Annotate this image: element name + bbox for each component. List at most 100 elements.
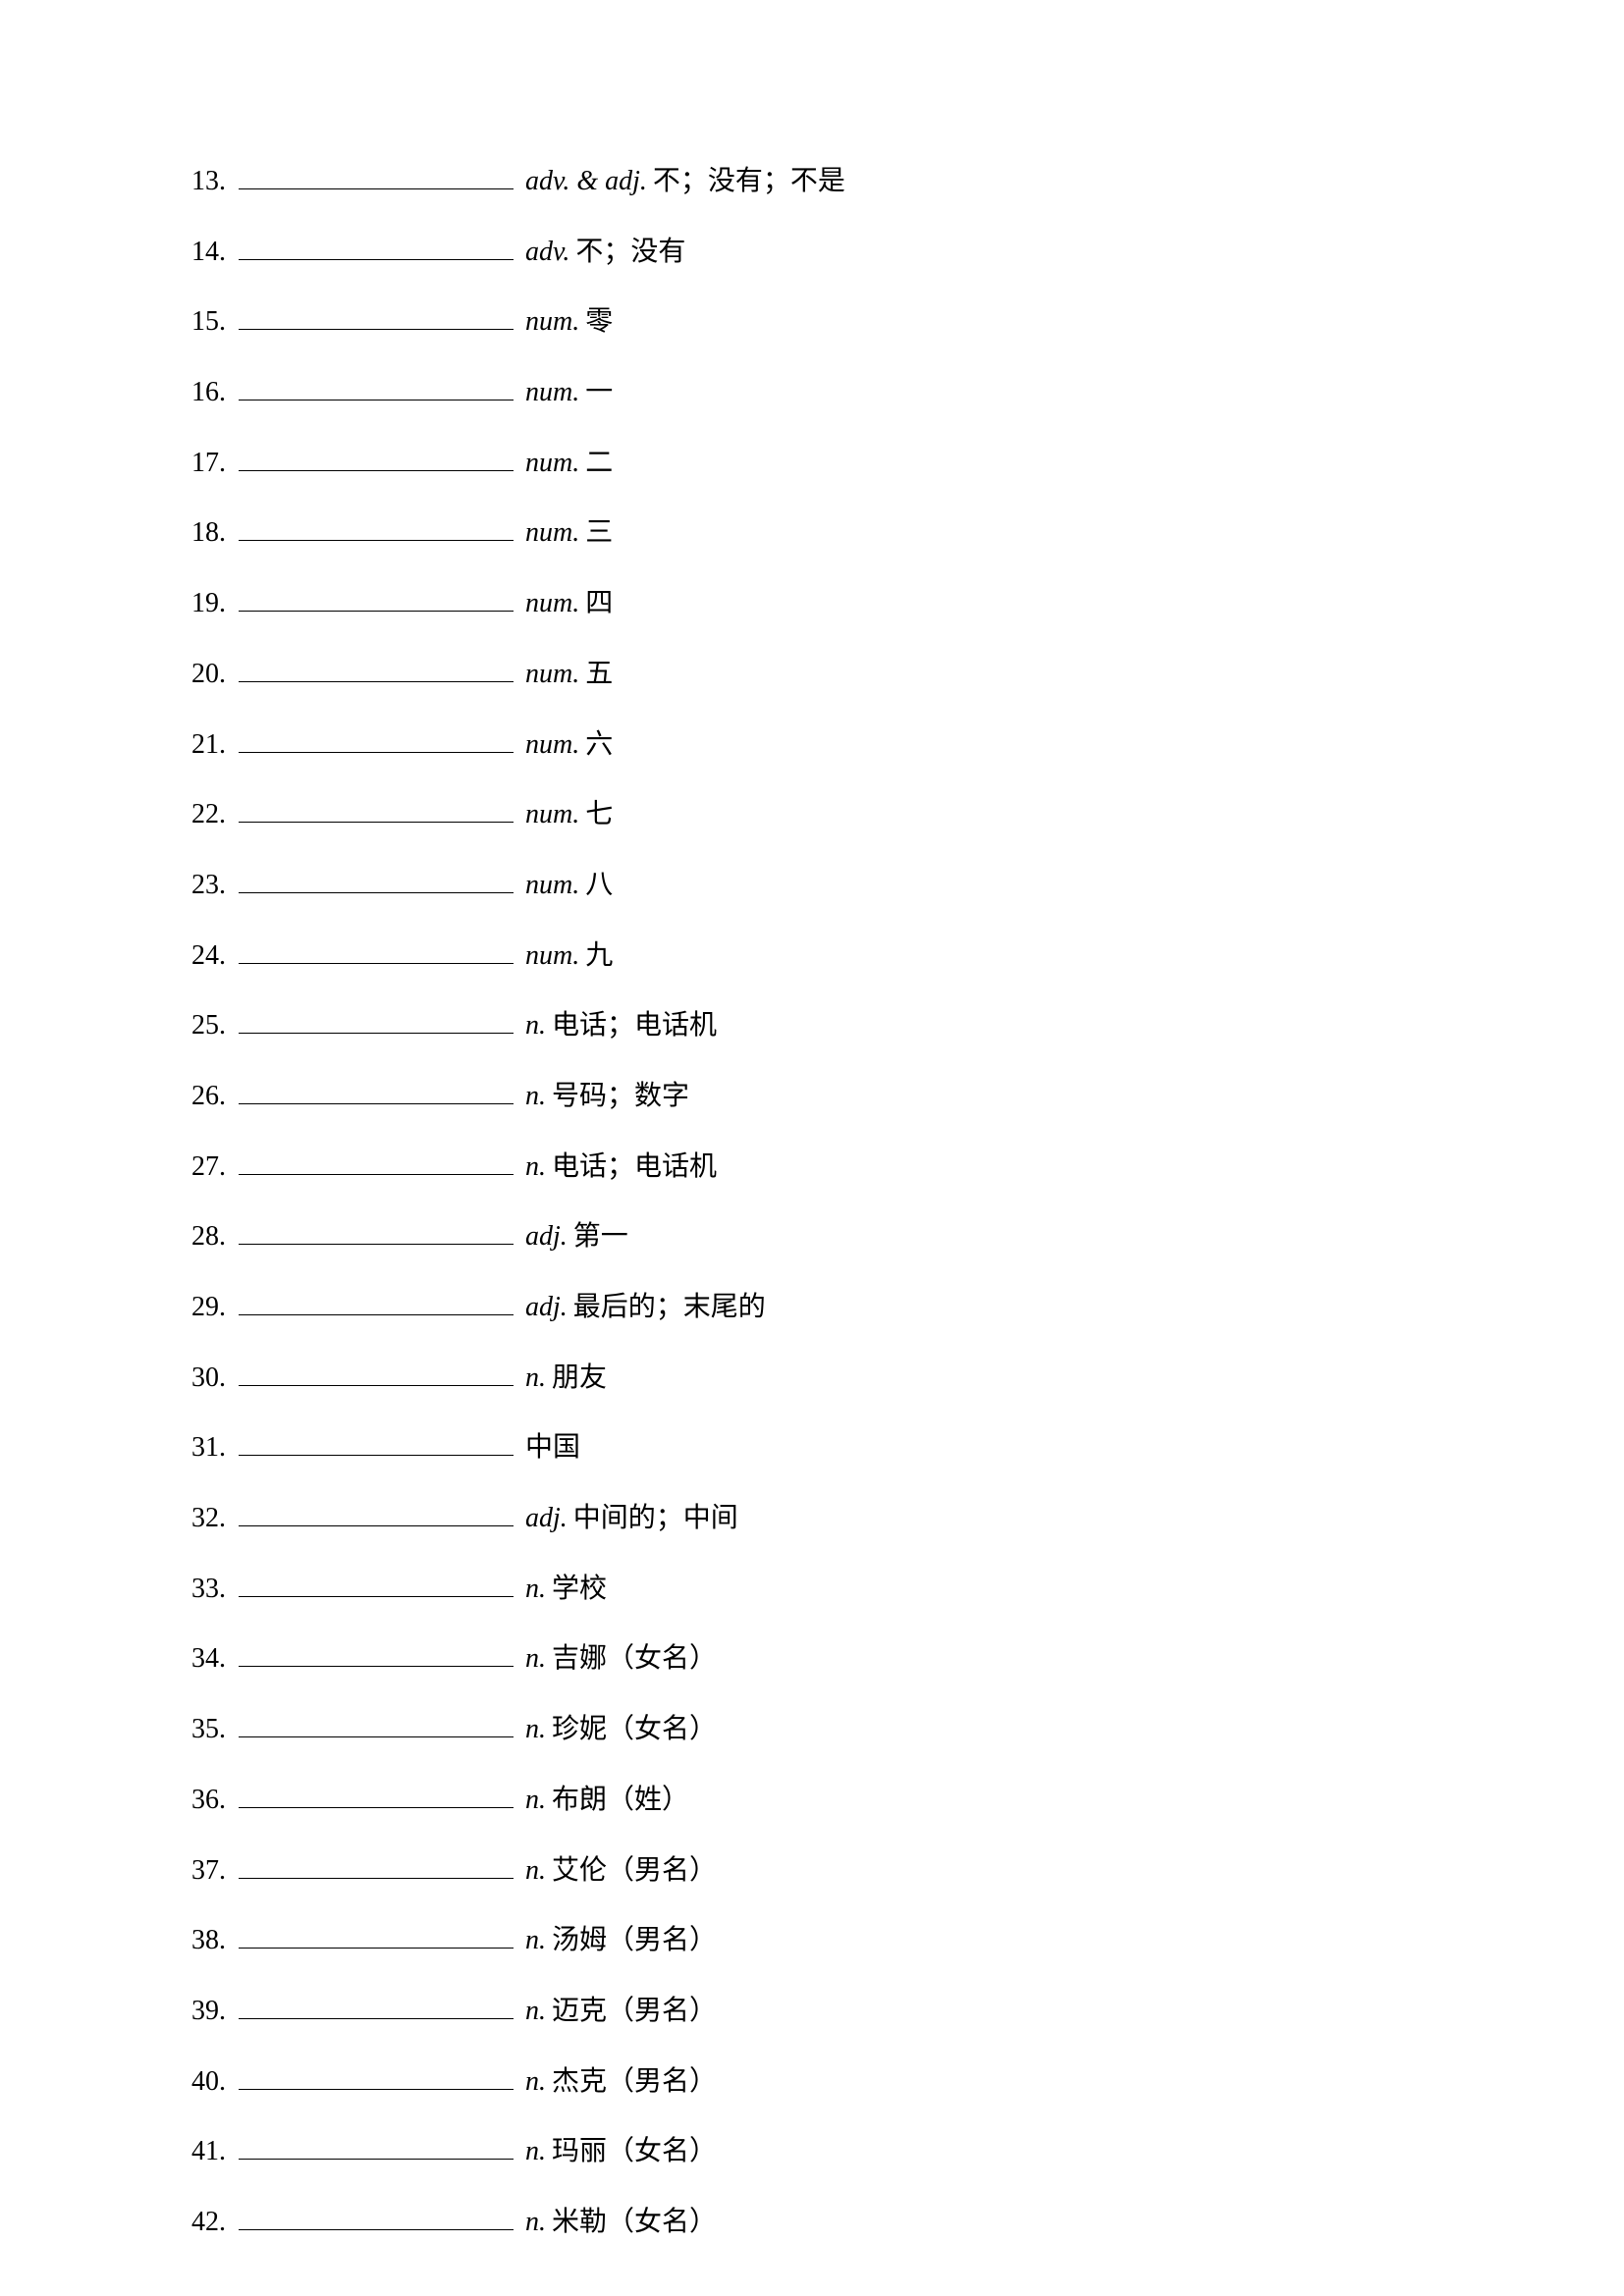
- answer-blank[interactable]: [239, 2136, 514, 2160]
- item-number: 32.: [191, 1499, 239, 1537]
- part-of-speech: adv.: [525, 233, 569, 271]
- answer-blank[interactable]: [239, 1714, 514, 1737]
- part-of-speech: n.: [525, 2132, 546, 2170]
- definition-text: 五: [585, 655, 613, 693]
- item-number: 36.: [191, 1781, 239, 1819]
- vocabulary-item: 14.adv.不；没有: [191, 233, 1429, 271]
- item-number: 28.: [191, 1217, 239, 1255]
- part-of-speech: n.: [525, 1851, 546, 1890]
- vocabulary-item: 32. adj.中间的；中间: [191, 1499, 1429, 1537]
- answer-blank[interactable]: [239, 166, 514, 189]
- item-number: 25.: [191, 1006, 239, 1044]
- vocabulary-item: 31. 中国: [191, 1428, 1429, 1467]
- vocabulary-item: 18.num.三: [191, 513, 1429, 552]
- answer-blank[interactable]: [239, 1855, 514, 1879]
- definition-text: 九: [585, 936, 613, 975]
- part-of-speech: adv. & adj.: [525, 162, 647, 200]
- definition-text: 三: [585, 513, 613, 552]
- part-of-speech: n.: [525, 1006, 546, 1044]
- item-number: 15.: [191, 302, 239, 341]
- item-number: 21.: [191, 725, 239, 764]
- vocabulary-item: 39.n.迈克（男名）: [191, 1992, 1429, 2030]
- definition-text: 不；没有；不是: [653, 162, 845, 200]
- answer-blank[interactable]: [239, 237, 514, 260]
- vocabulary-item: 38.n.汤姆（男名）: [191, 1921, 1429, 1959]
- item-number: 16.: [191, 373, 239, 411]
- vocabulary-item: 33.n.学校: [191, 1570, 1429, 1608]
- vocabulary-item: 37.n.艾伦（男名）: [191, 1851, 1429, 1890]
- vocabulary-item: 23.num.八: [191, 866, 1429, 904]
- definition-text: 不；没有: [575, 233, 685, 271]
- item-number: 23.: [191, 866, 239, 904]
- definition-text: 零: [585, 302, 613, 341]
- answer-blank[interactable]: [239, 588, 514, 612]
- item-number: 41.: [191, 2132, 239, 2170]
- item-number: 31.: [191, 1428, 239, 1467]
- answer-blank[interactable]: [239, 1925, 514, 1949]
- item-number: 17.: [191, 444, 239, 482]
- answer-blank[interactable]: [239, 729, 514, 753]
- answer-blank[interactable]: [239, 940, 514, 964]
- part-of-speech: n.: [525, 1921, 546, 1959]
- answer-blank[interactable]: [239, 517, 514, 541]
- vocabulary-item: 13.adv. & adj.不；没有；不是: [191, 162, 1429, 200]
- part-of-speech: n.: [525, 1781, 546, 1819]
- part-of-speech: num.: [525, 936, 579, 975]
- part-of-speech: n.: [525, 2203, 546, 2241]
- answer-blank[interactable]: [239, 1081, 514, 1104]
- answer-blank[interactable]: [239, 306, 514, 330]
- item-number: 42.: [191, 2203, 239, 2241]
- answer-blank[interactable]: [239, 659, 514, 682]
- worksheet-content: 13.adv. & adj.不；没有；不是14.adv.不；没有15.num.零…: [191, 162, 1429, 2273]
- vocabulary-item: 24.num.九: [191, 936, 1429, 975]
- definition-text: 七: [585, 795, 613, 833]
- part-of-speech: num.: [525, 513, 579, 552]
- item-number: 40.: [191, 2062, 239, 2101]
- answer-blank[interactable]: [239, 1643, 514, 1667]
- definition-text: 中间的；中间: [573, 1499, 738, 1537]
- item-number: 39.: [191, 1992, 239, 2030]
- vocabulary-item: 26.n.号码；数字: [191, 1077, 1429, 1115]
- part-of-speech: num.: [525, 866, 579, 904]
- vocabulary-item: 21.num.六: [191, 725, 1429, 764]
- part-of-speech: num.: [525, 725, 579, 764]
- item-number: 37.: [191, 1851, 239, 1890]
- definition-text: 米勒（女名）: [552, 2203, 717, 2241]
- definition-text: 迈克（男名）: [552, 1992, 717, 2030]
- definition-text: 布朗（姓）: [552, 1781, 689, 1819]
- answer-blank[interactable]: [239, 1010, 514, 1034]
- definition-text: 四: [585, 584, 613, 622]
- definition-text: 玛丽（女名）: [552, 2132, 717, 2170]
- vocabulary-item: 35.n.珍妮（女名）: [191, 1710, 1429, 1748]
- item-number: 33.: [191, 1570, 239, 1608]
- answer-blank[interactable]: [239, 870, 514, 893]
- answer-blank[interactable]: [239, 1503, 514, 1526]
- answer-blank[interactable]: [239, 1292, 514, 1315]
- vocabulary-item: 17.num.二: [191, 444, 1429, 482]
- answer-blank[interactable]: [239, 2207, 514, 2230]
- part-of-speech: num.: [525, 373, 579, 411]
- definition-text: 吉娜（女名）: [552, 1639, 717, 1678]
- item-number: 27.: [191, 1148, 239, 1186]
- item-number: 30.: [191, 1359, 239, 1397]
- answer-blank[interactable]: [239, 377, 514, 400]
- answer-blank[interactable]: [239, 448, 514, 471]
- answer-blank[interactable]: [239, 1151, 514, 1175]
- answer-blank[interactable]: [239, 1996, 514, 2019]
- answer-blank[interactable]: [239, 2066, 514, 2090]
- answer-blank[interactable]: [239, 1362, 514, 1386]
- part-of-speech: adj.: [525, 1288, 568, 1326]
- part-of-speech: adj.: [525, 1499, 568, 1537]
- definition-text: 中国: [525, 1428, 580, 1467]
- part-of-speech: num.: [525, 584, 579, 622]
- part-of-speech: n.: [525, 1077, 546, 1115]
- answer-blank[interactable]: [239, 1432, 514, 1456]
- answer-blank[interactable]: [239, 1574, 514, 1597]
- vocabulary-item: 20.num.五: [191, 655, 1429, 693]
- vocabulary-item: 27.n.电话；电话机: [191, 1148, 1429, 1186]
- definition-text: 杰克（男名）: [552, 2062, 717, 2101]
- answer-blank[interactable]: [239, 1221, 514, 1245]
- answer-blank[interactable]: [239, 799, 514, 823]
- vocabulary-item: 19.num.四: [191, 584, 1429, 622]
- answer-blank[interactable]: [239, 1785, 514, 1808]
